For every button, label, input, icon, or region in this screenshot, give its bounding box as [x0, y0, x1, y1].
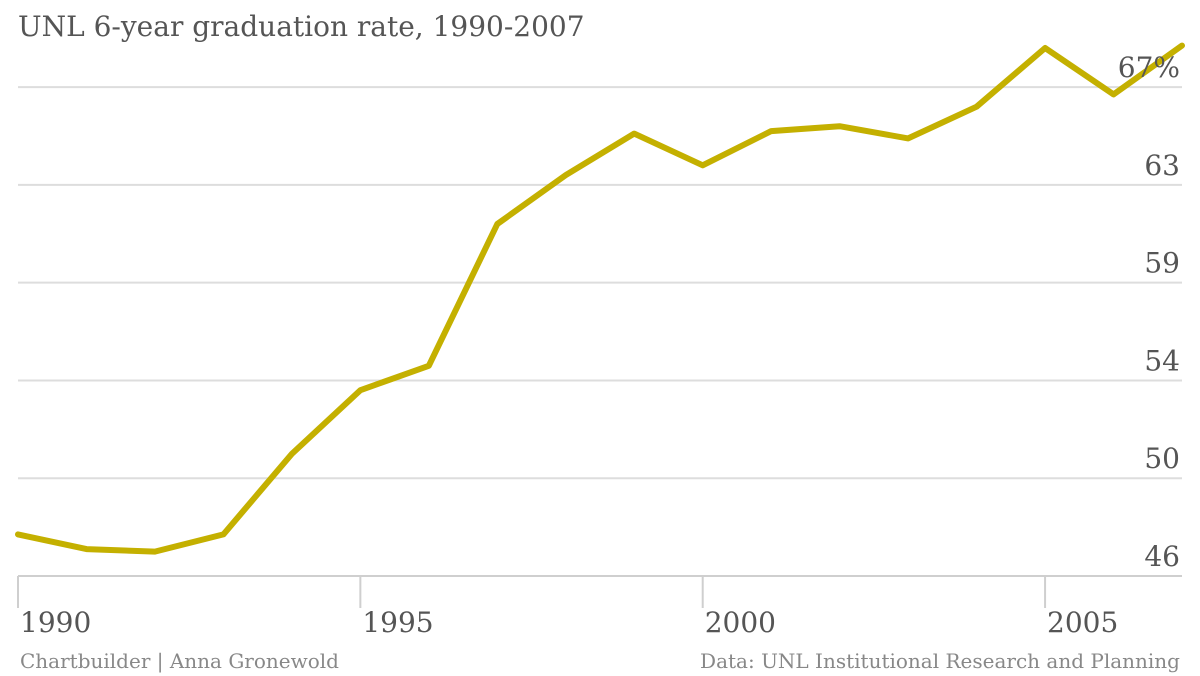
chart-title: UNL 6-year graduation rate, 1990-2007: [18, 10, 585, 43]
series-line: [15, 42, 1185, 555]
x-tick-label: 2000: [705, 606, 776, 639]
y-tick-label: 67%: [1118, 51, 1180, 84]
gridlines: [18, 86, 1182, 577]
x-tick-label: 2005: [1047, 606, 1118, 639]
y-tick-label: 63: [1144, 149, 1180, 182]
x-tick-label: 1995: [362, 606, 433, 639]
x-axis: 1990 1995 2000 2005: [17, 576, 1118, 639]
x-tick-label: 1990: [20, 606, 91, 639]
series-layer: [15, 42, 1185, 555]
y-tick-label: 46: [1144, 540, 1180, 573]
data-source: Data: UNL Institutional Research and Pla…: [700, 649, 1180, 673]
y-tick-label: 54: [1144, 344, 1180, 377]
y-tick-label: 59: [1144, 247, 1180, 280]
y-axis-labels: 46 50 54 59 63 67%: [1118, 51, 1180, 573]
y-tick-label: 50: [1144, 442, 1180, 475]
chart-credit: Chartbuilder | Anna Gronewold: [20, 649, 339, 674]
